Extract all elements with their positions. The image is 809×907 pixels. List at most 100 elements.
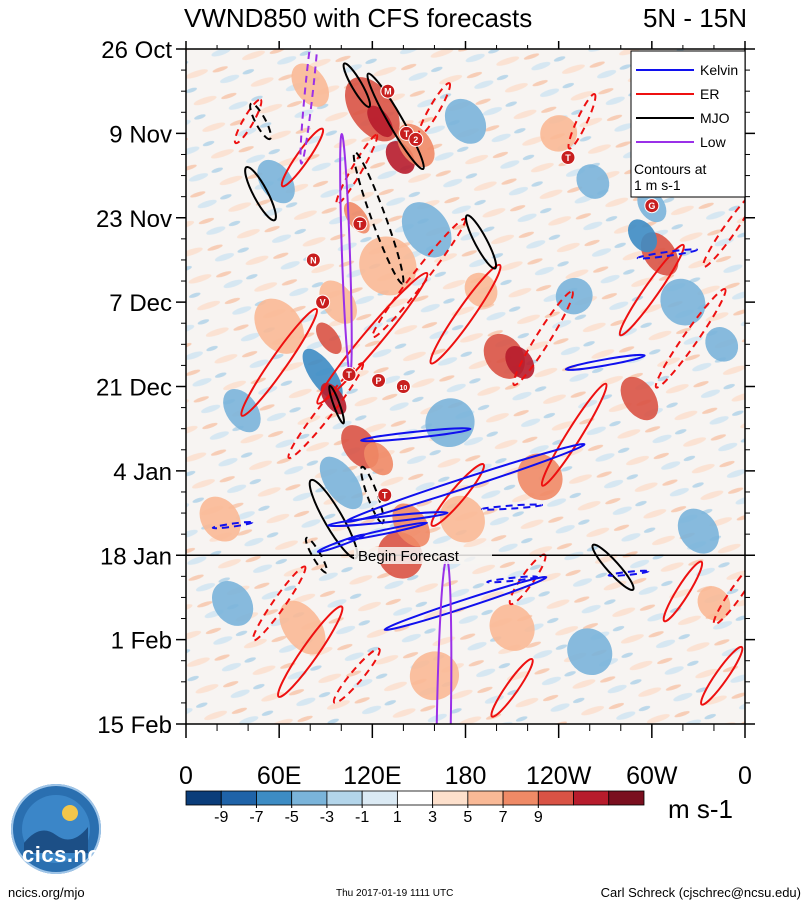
colorbar-swatch-1 [220,790,257,806]
anomaly-patch-20 [517,453,563,501]
footer-author: Carl Schreck (cjschrec@ncsu.edu) [600,885,801,900]
mjo-contour-24 [342,62,372,108]
tc-marker-4 [352,216,368,232]
er-contour-13 [702,191,745,268]
tc-marker-label-10: T [346,370,352,380]
tc-marker-9 [395,379,411,394]
anomaly-patch-34 [489,604,535,651]
colorbar-label-3: -3 [320,809,334,826]
tc-marker-11 [377,487,393,503]
anomaly-patch-13 [505,345,535,379]
anomaly-patch-31 [211,581,254,626]
er-contour-8 [654,287,727,389]
anomaly-patch-1 [367,105,393,138]
colorbar-swatch-4 [326,790,363,806]
y-tick-label-2: 23 Nov [96,206,172,233]
legend-note-line1: Contours at [634,161,706,177]
y-tick-label-4: 21 Dec [96,375,172,402]
tc-marker-label-9: 10 [399,385,407,392]
tc-marker-8 [371,372,387,388]
tc-marker-7 [315,294,331,310]
anomaly-patch-30 [199,496,241,542]
y-tick-label-3: 7 Dec [109,290,172,317]
kelvin-contour-38 [383,575,548,632]
anomaly-patch-28 [254,298,304,354]
begin-forecast-label-bg [354,547,492,564]
anomaly-patch-16 [319,456,363,510]
tc-marker-label-3: T [565,153,571,163]
x-tick-label-0: 0 [179,762,193,790]
er-contour-15 [251,565,307,642]
colorbar-label-2: -5 [285,809,299,826]
colorbar-label-5: 1 [393,809,402,826]
x-tick-label-2: 120E [343,762,401,790]
anomaly-patch-39 [444,98,487,144]
mjo-contour-25 [366,72,425,171]
mjo-contour-28 [249,102,272,141]
legend-label-mjo: MJO [700,110,730,126]
mjo-contour-33 [328,384,346,425]
tc-marker-6 [305,252,321,268]
wave-contours [211,49,745,724]
y-tick-label-1: 9 Nov [109,121,172,148]
anomaly-patch-9 [359,236,417,296]
anomaly-patch-6 [315,322,342,355]
chart-latitude-band: 5N - 15N [643,3,747,33]
kelvin-contour-45 [607,569,650,577]
mjo-contour-31 [464,214,498,270]
er-contour-14 [712,557,745,626]
x-tick-label-1: 60E [257,762,301,790]
legend-box [630,50,746,198]
tc-marker-label-2: 2 [413,135,418,145]
kelvin-contour-42 [636,248,699,260]
x-axis: 0 60E 120E 180 120W 60W 0 [179,41,752,790]
tc-marker-label-4: T [357,219,363,229]
er-contour-10 [335,133,379,206]
cics-logo [11,784,101,874]
er-contour-16 [277,605,344,698]
er-contour-4 [429,263,502,365]
y-tick-label-0: 26 Oct [101,37,172,64]
colorbar-swatch-6 [396,790,434,806]
kelvin-contour-44 [481,503,544,511]
footer-url: ncics.org/mjo [8,885,85,900]
legend-note-line2: 1 m s-1 [634,177,681,193]
er-contour-19 [662,560,704,623]
tc-marker-label-8: P [376,376,382,386]
mjo-contour-27 [244,165,277,222]
anomaly-patch-43 [464,272,498,308]
kelvin-contour-37 [327,511,449,528]
colorbar-swatch-12 [608,790,645,806]
er-contour-5 [512,290,574,387]
kelvin-contour-46 [486,575,538,584]
colorbar-swatch-5 [361,790,398,806]
colorbar-swatch-8 [467,790,504,806]
tc-marker-label-1: T [404,129,410,139]
anomaly-patch-19 [439,495,485,543]
er-contour-6 [540,382,608,487]
anomaly-patch-15 [364,442,394,476]
colorbar-swatch-10 [537,790,574,806]
colorbar-label-1: -7 [249,809,263,826]
legend-label-low: Low [700,134,727,150]
x-tick-label-3: 180 [445,762,487,790]
tc-marker-label-5: G [648,201,655,211]
y-axis: 26 Oct 9 Nov 23 Nov 7 Dec 21 Dec 4 Jan 18 Jan 1… [96,37,755,739]
mjo-contour-32 [591,543,635,591]
colorbar-swatch-11 [573,790,610,806]
logo-text: cics.nc [22,842,101,867]
er-contour-7 [618,243,685,337]
y-tick-label-8: 15 Feb [97,712,172,739]
tc-marker-2 [408,131,424,147]
y-tick-label-7: 1 Feb [111,628,172,655]
anomaly-patch-37 [697,586,731,621]
er-contour-21 [490,657,534,718]
kelvin-contour-35 [360,427,472,443]
colorbar-swatch-2 [256,790,293,806]
anomaly-patch-5 [319,280,357,324]
tc-marker-0 [380,83,396,99]
y-tick-label-6: 18 Jan [100,543,172,570]
er-contour-23 [233,98,263,145]
anomaly-patch-25 [555,277,593,315]
colorbar-label-6: 3 [428,809,437,826]
